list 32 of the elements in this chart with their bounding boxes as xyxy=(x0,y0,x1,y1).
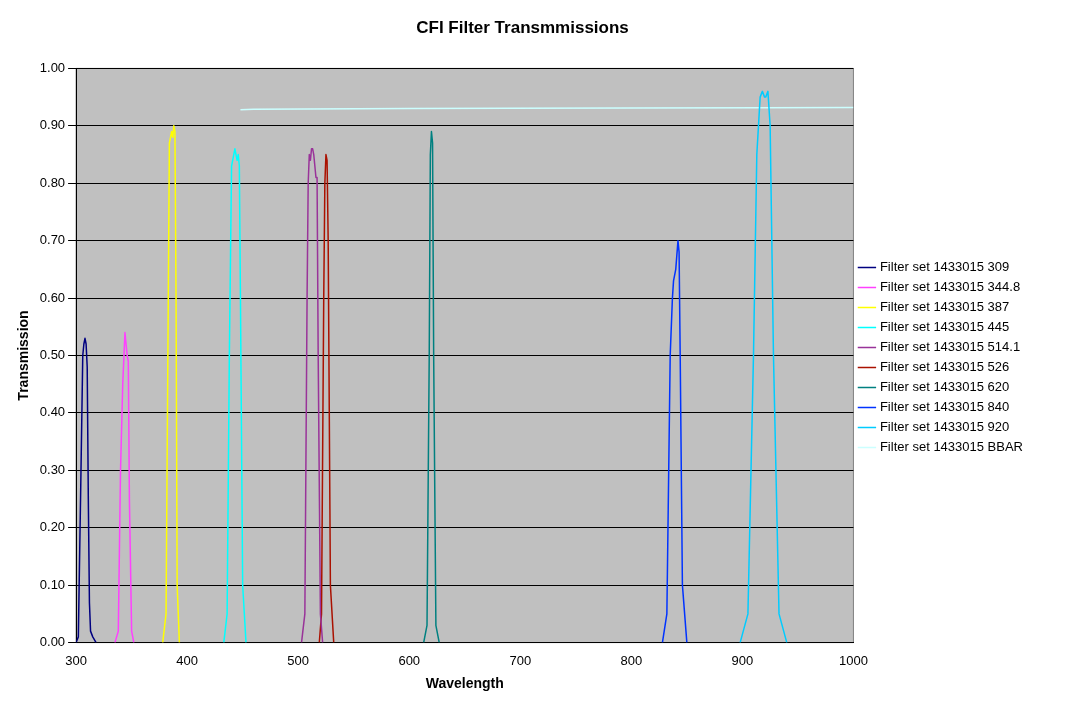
legend-label: Filter set 1433015 526 xyxy=(879,359,1010,375)
legend-label: Filter set 1433015 620 xyxy=(879,379,1010,395)
x-axis-title: Wavelength xyxy=(425,675,504,692)
x-tick-label: 300 xyxy=(65,652,87,668)
y-tick-label: 0.80 xyxy=(39,174,66,190)
y-tick-label: 0.00 xyxy=(39,634,66,650)
legend-label: Filter set 1433015 445 xyxy=(879,319,1010,335)
y-tick-label: 1.00 xyxy=(39,59,66,75)
x-tick-label: 700 xyxy=(509,652,532,668)
x-tick-label: 500 xyxy=(287,652,310,668)
x-tick-label: 1000 xyxy=(838,652,868,668)
x-tick-label: 800 xyxy=(620,652,643,668)
y-tick-label: 0.30 xyxy=(39,461,66,477)
legend-label: Filter set 1433015 387 xyxy=(879,299,1010,315)
legend-label: Filter set 1433015 514.1 xyxy=(879,339,1021,355)
chart-title: CFI Filter Transmmissions xyxy=(416,17,629,37)
y-axis-title: Transmission xyxy=(15,310,32,401)
x-tick-label: 400 xyxy=(176,652,198,668)
y-tick-label: 0.20 xyxy=(39,519,66,535)
legend-label: Filter set 1433015 840 xyxy=(879,399,1010,415)
y-tick-label: 0.60 xyxy=(39,289,66,305)
y-tick-label: 0.70 xyxy=(39,232,66,248)
y-tick-label: 0.50 xyxy=(39,347,66,363)
y-tick-label: 0.40 xyxy=(39,404,66,420)
x-tick-label: 900 xyxy=(731,652,754,668)
y-tick-label: 0.90 xyxy=(39,117,66,133)
legend-label: Filter set 1433015 344.8 xyxy=(879,279,1021,295)
legend-label: Filter set 1433015 BBAR xyxy=(879,439,1023,455)
legend-label: Filter set 1433015 920 xyxy=(879,419,1010,435)
y-tick-label: 0.10 xyxy=(39,576,66,592)
legend-label: Filter set 1433015 309 xyxy=(879,259,1010,275)
x-tick-label: 600 xyxy=(398,652,421,668)
